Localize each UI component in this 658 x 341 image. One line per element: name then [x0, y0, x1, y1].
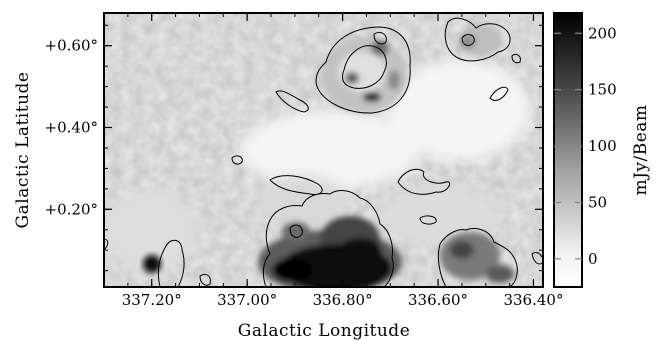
contour-ne-small — [511, 53, 521, 64]
x-axis-ticks — [127, 13, 535, 287]
contour-central-hole — [289, 224, 303, 238]
ring-nebula-emission — [320, 37, 408, 113]
x-tick-label: 336.40° — [503, 291, 563, 309]
contour-arc-left — [275, 90, 309, 113]
contour-lines — [104, 17, 543, 287]
colorbar-tick-label: 0 — [588, 250, 598, 268]
contour-east-edge — [531, 251, 543, 265]
colorbar-tick-label: 50 — [588, 193, 607, 211]
contour-ring-outer — [315, 26, 411, 114]
contour-northeast-inner — [461, 34, 475, 46]
x-axis-tick-labels: 337.20° 337.00° 336.80° 336.60° 336.40° — [122, 291, 564, 309]
x-tick-label: 337.20° — [122, 291, 182, 309]
y-tick-label: +0.60° — [45, 37, 98, 55]
x-tick-label: 336.60° — [408, 291, 468, 309]
contour-filament — [269, 175, 323, 195]
y-tick-label: +0.40° — [45, 119, 98, 137]
x-tick-label: 337.00° — [217, 291, 277, 309]
y-axis-tick-labels: +0.20° +0.40° +0.60° — [45, 37, 98, 219]
contour-small-right — [419, 215, 437, 225]
y-axis-ticks — [104, 24, 543, 272]
colorbar-tick-labels: 0 50 100 150 200 — [588, 24, 617, 268]
contour-central-outer — [262, 190, 394, 287]
colorbar-label: mJy/Beam — [631, 104, 651, 195]
contour-small-dot — [231, 155, 243, 165]
colorbar-frame — [553, 12, 583, 288]
x-tick-label: 336.80° — [313, 291, 373, 309]
contour-point-source — [157, 239, 185, 287]
east-complex-emission — [440, 232, 514, 283]
contour-ring-knot — [373, 31, 387, 45]
contour-bottom-small — [199, 273, 211, 286]
colorbar-ticks — [554, 32, 582, 260]
contour-east — [437, 228, 518, 287]
heatmap-image — [104, 13, 543, 287]
colorbar-tick-label: 150 — [588, 81, 617, 99]
x-axis-title: Galactic Longitude — [238, 321, 411, 341]
colorbar-tick-label: 100 — [588, 137, 617, 155]
contour-ring-inner — [341, 45, 387, 89]
y-tick-label: +0.20° — [45, 200, 98, 218]
central-complex-emission — [258, 216, 402, 287]
diffuse-emission — [104, 60, 530, 270]
y-axis-title: Galactic Latitude — [13, 72, 33, 229]
colorbar: 0 50 100 150 200 mJy/Beam — [553, 12, 651, 288]
contour-arc-right — [489, 86, 509, 101]
northeast-emission — [458, 24, 502, 56]
contour-northeast — [444, 17, 511, 62]
colorbar-gradient — [554, 13, 582, 287]
colorbar-tick-label: 200 — [588, 24, 617, 42]
contour-filament-right — [397, 168, 451, 195]
plot-frame — [103, 12, 544, 288]
point-source-emission — [143, 255, 161, 273]
